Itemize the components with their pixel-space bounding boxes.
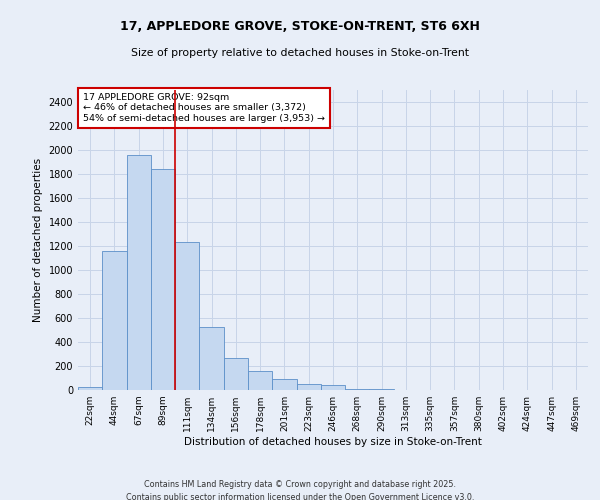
Bar xyxy=(321,385,345,390)
X-axis label: Distribution of detached houses by size in Stoke-on-Trent: Distribution of detached houses by size … xyxy=(184,437,482,447)
Text: Contains HM Land Registry data © Crown copyright and database right 2025.: Contains HM Land Registry data © Crown c… xyxy=(144,480,456,489)
Text: Size of property relative to detached houses in Stoke-on-Trent: Size of property relative to detached ho… xyxy=(131,48,469,58)
Bar xyxy=(272,379,296,390)
Bar xyxy=(199,327,224,390)
Text: 17, APPLEDORE GROVE, STOKE-ON-TRENT, ST6 6XH: 17, APPLEDORE GROVE, STOKE-ON-TRENT, ST6… xyxy=(120,20,480,33)
Text: 17 APPLEDORE GROVE: 92sqm
← 46% of detached houses are smaller (3,372)
54% of se: 17 APPLEDORE GROVE: 92sqm ← 46% of detac… xyxy=(83,93,325,123)
Bar xyxy=(345,388,370,390)
Bar xyxy=(224,358,248,390)
Y-axis label: Number of detached properties: Number of detached properties xyxy=(33,158,43,322)
Text: Contains public sector information licensed under the Open Government Licence v3: Contains public sector information licen… xyxy=(126,492,474,500)
Bar xyxy=(175,242,199,390)
Bar xyxy=(296,384,321,390)
Bar xyxy=(127,155,151,390)
Bar xyxy=(78,387,102,390)
Bar xyxy=(102,251,127,390)
Bar xyxy=(151,168,175,390)
Bar xyxy=(248,372,272,390)
